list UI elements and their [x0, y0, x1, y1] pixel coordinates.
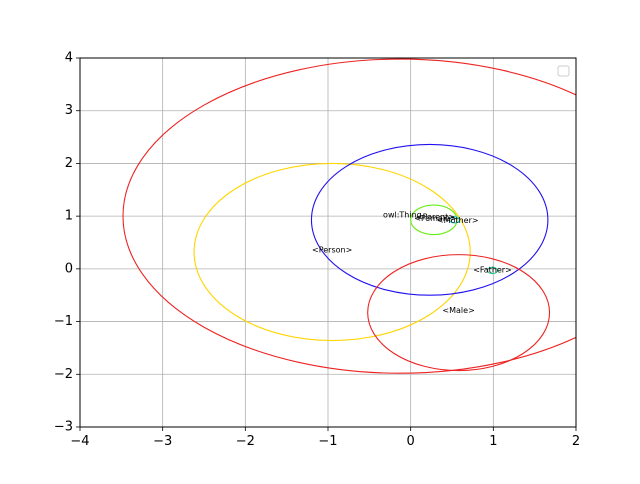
- y-tick-label: 1: [65, 209, 73, 224]
- x-tick-label: 2: [572, 434, 580, 449]
- y-tick-label: −1: [54, 314, 73, 329]
- legend: [557, 65, 570, 77]
- y-tick-label: −3: [54, 420, 73, 435]
- x-tick-label: −4: [70, 434, 89, 449]
- ellipse-mark: [310, 143, 549, 296]
- ellipse-label: owl:Thing: [383, 211, 422, 220]
- y-tick-label: 2: [65, 156, 73, 171]
- x-tick-label: 0: [407, 434, 415, 449]
- ellipse-label: <Father>: [473, 265, 512, 274]
- ellipse-label: <Male>: [442, 306, 474, 315]
- ellipse-mark: [193, 162, 471, 342]
- ellipses: [122, 58, 576, 374]
- x-tick-label: −3: [153, 434, 172, 449]
- y-tick-label: 4: [65, 51, 73, 66]
- ellipse-label: <Mother>: [437, 216, 479, 225]
- grid: [79, 57, 577, 428]
- y-tick-label: 0: [65, 261, 73, 276]
- x-tick-label: −2: [236, 434, 255, 449]
- y-tick-label: 3: [65, 103, 73, 118]
- y-tick-label: −2: [54, 367, 73, 382]
- ellipse-label: <Parent>: [416, 213, 455, 222]
- ellipse-label: <Person>: [312, 245, 352, 254]
- x-tick-label: −1: [318, 434, 337, 449]
- ellipse-mark: [448, 216, 460, 224]
- ellipse-mark: [486, 266, 499, 275]
- ellipse-labels: owl:Thing<Parent><Female><Mother> <Person…: [312, 211, 512, 315]
- ellipse-mark: [410, 204, 458, 236]
- ellipse-mark: [367, 254, 551, 372]
- ellipse-mark: [122, 58, 576, 374]
- x-tick-label: 1: [489, 434, 497, 449]
- ellipse-label: <Female>: [414, 214, 456, 223]
